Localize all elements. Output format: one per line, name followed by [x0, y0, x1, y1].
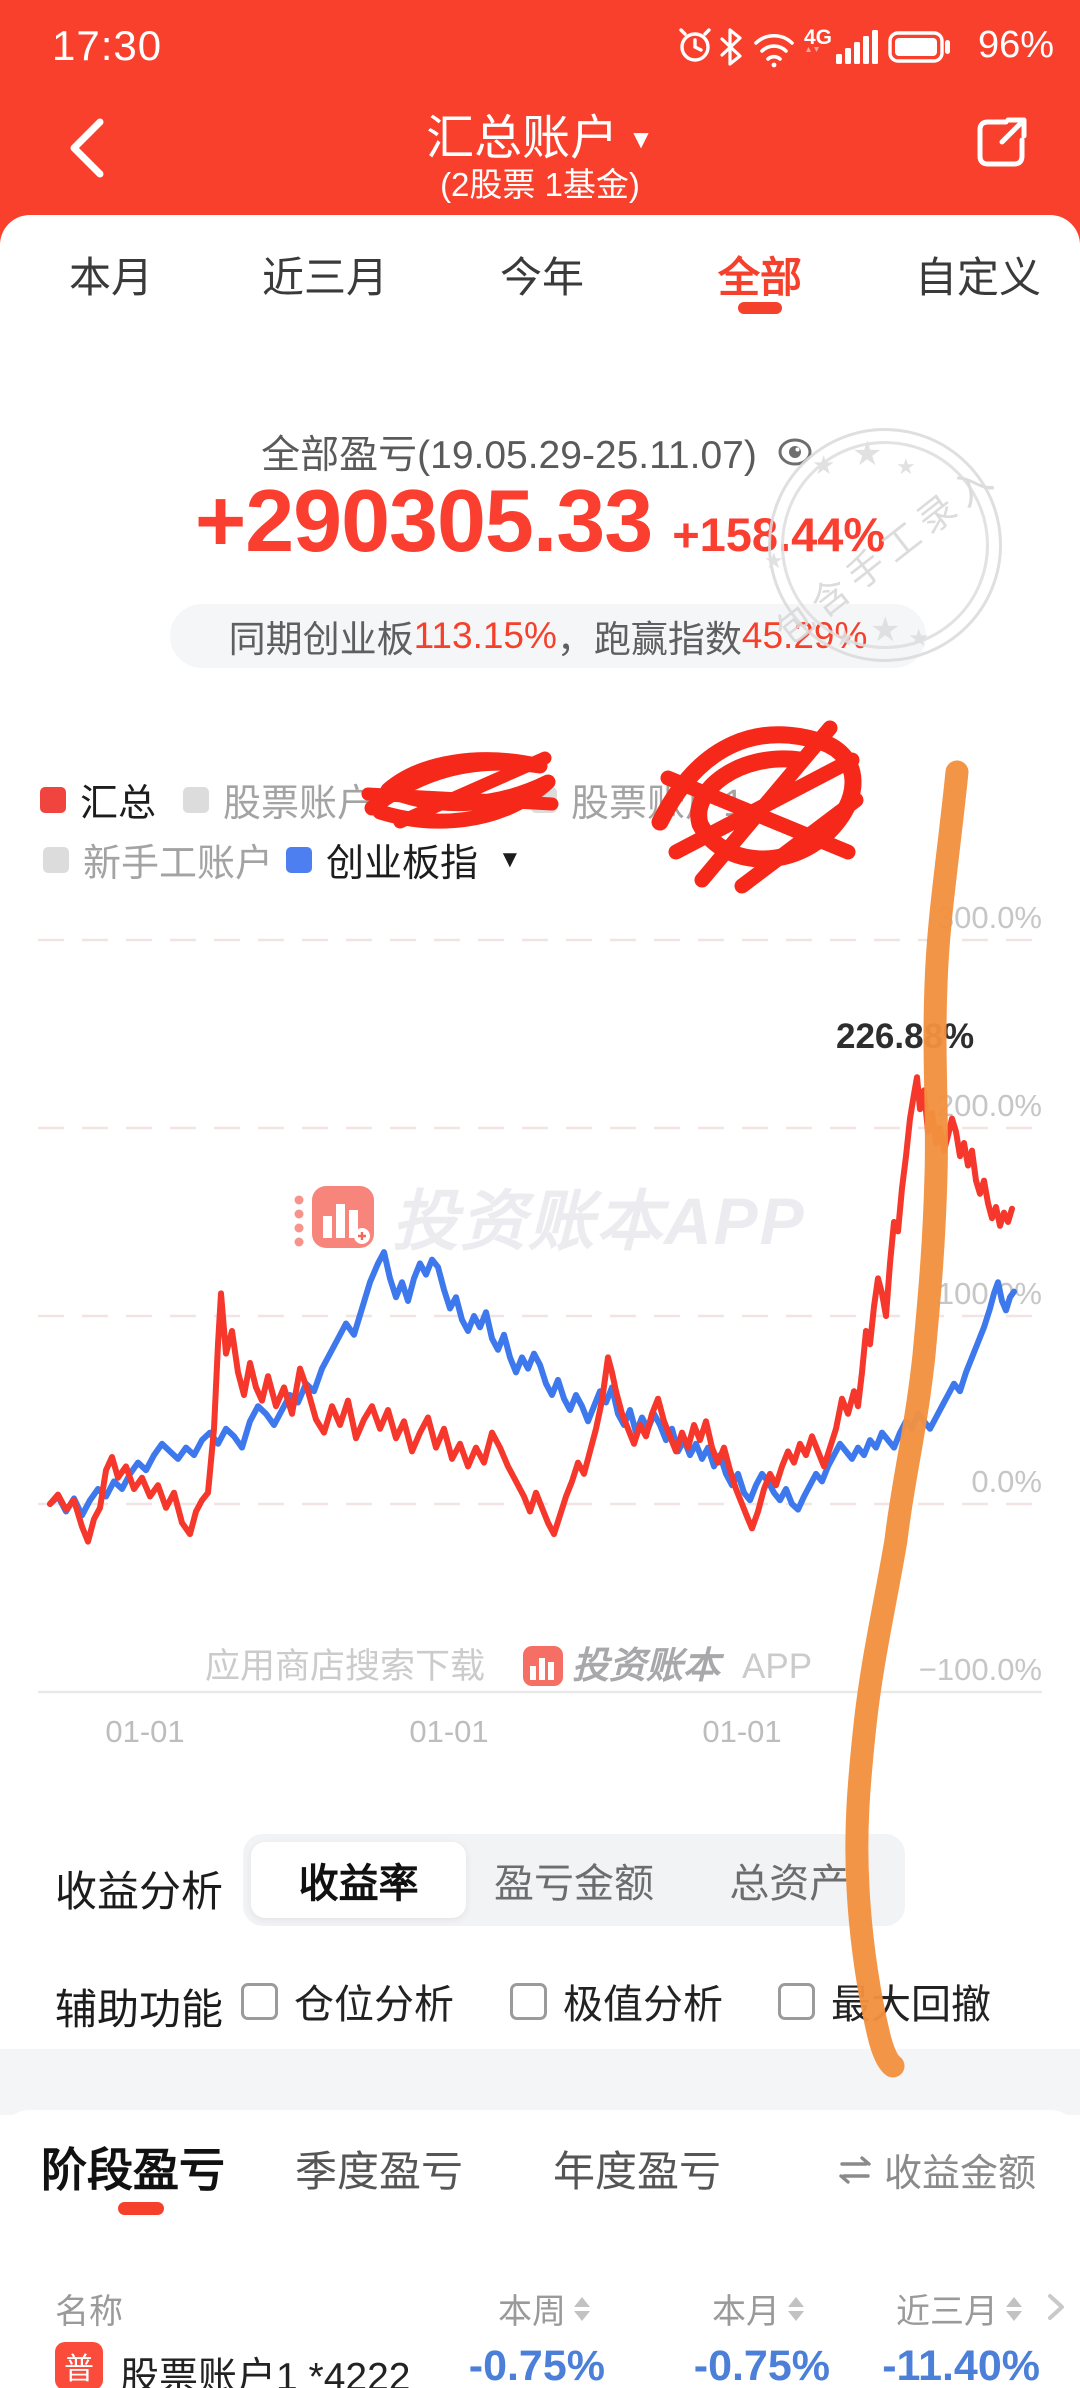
legend-label: 新手工账户: [83, 843, 274, 885]
sort-icon: [574, 2296, 590, 2321]
checkbox-icon: [241, 1982, 278, 2020]
tab-this-year[interactable]: 今年: [500, 254, 585, 301]
analysis-section-label: 收益分析: [55, 1868, 224, 1915]
nav-bar: 汇总账户 ▼ (2股票 1基金): [0, 90, 1080, 215]
share-icon: [977, 117, 1027, 167]
month-value: -0.75%: [693, 2342, 830, 2388]
alarm-icon: [679, 28, 711, 62]
col-header-month[interactable]: 本月: [712, 2284, 804, 2333]
sort-icon: [1006, 2296, 1022, 2321]
checkbox-max-drawdown[interactable]: 最大回撤: [778, 1972, 991, 2030]
legend-item-manual-account[interactable]: 新手工账户: [43, 832, 273, 887]
legend-label: 股票账户1: [571, 783, 745, 825]
tab-custom[interactable]: 自定义: [915, 254, 1042, 301]
segment-total-assets[interactable]: 总资产: [729, 1862, 850, 1906]
week-value: -0.75%: [468, 2342, 605, 2388]
tab-three-months[interactable]: 近三月: [262, 254, 389, 301]
legend-swatch-gray: [43, 846, 69, 873]
battery-percent: 96%: [977, 23, 1054, 66]
benchmark-compare-pill: 同期创业板 113.15% ， 跑赢指数 45.29%: [170, 604, 926, 668]
legend-swatch-gray: [183, 786, 209, 813]
checkbox-icon: [778, 1982, 815, 2020]
page-title: 汇总账户: [426, 112, 619, 165]
more-columns-chevron-icon[interactable]: [1044, 2292, 1068, 2322]
segment-return-rate[interactable]: 收益率: [251, 1842, 467, 1918]
index-dropdown-caret-icon: ▼: [498, 845, 522, 873]
account-type-badge: 普: [55, 2342, 103, 2388]
eye-visibility-icon[interactable]: [771, 435, 819, 469]
legend-label: 创业板指: [326, 843, 479, 885]
section-divider: [0, 2049, 1080, 2115]
bluetooth-icon: [720, 28, 742, 66]
col-header-week[interactable]: 本周: [498, 2284, 590, 2333]
checkbox-label: 仓位分析: [294, 1983, 454, 2027]
status-bar: 17:30: [0, 0, 1080, 90]
back-button[interactable]: [58, 108, 128, 188]
stage-tab-underline: [118, 2202, 164, 2215]
share-button[interactable]: [972, 112, 1032, 172]
checkbox-position-analysis[interactable]: 仓位分析: [241, 1972, 454, 2030]
account-switcher[interactable]: 汇总账户 ▼: [0, 98, 1080, 168]
tab-stage-profit[interactable]: 阶段盈亏: [41, 2144, 225, 2196]
benchmark-percent: 113.15%: [413, 615, 557, 656]
legend-item-total[interactable]: 汇总: [40, 772, 156, 827]
checkbox-label: 极值分析: [563, 1983, 723, 2027]
legend-swatch-blue: [286, 846, 312, 873]
wifi-icon: [754, 33, 794, 68]
tab-yearly-profit[interactable]: 年度盈亏: [553, 2148, 722, 2195]
svg-text:4G: 4G: [804, 26, 832, 49]
aux-section-label: 辅助功能: [55, 1986, 224, 2033]
benchmark-separator: ，: [556, 619, 594, 660]
legend-item-stock-account[interactable]: 股票账户: [183, 772, 375, 827]
legend-item-chinext-index[interactable]: 创业板指 ▼: [286, 832, 522, 887]
swap-arrows-icon: [839, 2155, 871, 2184]
summary-title: 全部盈亏(19.05.29-25.11.07): [261, 434, 757, 477]
account-subtitle: (2股票 1基金): [440, 166, 640, 203]
back-chevron-icon: [70, 118, 104, 178]
tab-this-month[interactable]: 本月: [69, 254, 154, 301]
segment-profit-amount[interactable]: 盈亏金额: [493, 1862, 654, 1906]
amount-mode-toggle[interactable]: 收益金额: [836, 2142, 1036, 2197]
col-header-name: 名称: [55, 2293, 123, 2331]
checkbox-icon: [510, 1982, 547, 2020]
tab-quarterly-profit[interactable]: 季度盈亏: [295, 2148, 464, 2195]
clock-time: 17:30: [52, 22, 163, 69]
total-profit-value: +290305.33: [194, 471, 653, 570]
tab-all-underline: [738, 302, 782, 314]
col-header-quarter[interactable]: 近三月: [896, 2284, 1022, 2333]
legend-label: 股票账户: [223, 783, 376, 825]
legend-item-stock-account-1[interactable]: 股票账户1: [531, 772, 744, 827]
status-icons: 4G: [679, 26, 950, 68]
legend-label: 汇总: [80, 783, 157, 825]
benchmark-label: 同期创业板: [228, 619, 414, 660]
total-profit-percent: +158.44%: [672, 508, 886, 561]
battery-icon: [888, 31, 950, 63]
outperform-label: 跑赢指数: [593, 619, 742, 660]
quarter-value: -11.40%: [882, 2342, 1040, 2388]
checkbox-label: 最大回撤: [831, 1983, 991, 2027]
account-caret-icon: ▼: [628, 124, 654, 154]
legend-swatch-red: [40, 786, 66, 813]
account-name: 股票账户1 *4222: [120, 2356, 411, 2388]
cell-signal-icon: 4G: [804, 26, 878, 64]
legend-swatch-gray: [531, 786, 557, 813]
period-profit-card: [0, 2110, 1080, 2388]
checkbox-extreme-analysis[interactable]: 极值分析: [510, 1972, 723, 2030]
amount-toggle-label: 收益金额: [883, 2153, 1036, 2195]
outperform-percent: 45.29%: [741, 615, 868, 656]
analysis-segmented-control: 收益率 盈亏金额 总资产: [243, 1834, 905, 1926]
tab-all[interactable]: 全部: [718, 254, 803, 301]
sort-icon: [788, 2296, 804, 2321]
table-row[interactable]: 普 股票账户1 *4222 -0.75% -0.75% -11.40%: [0, 2340, 1080, 2388]
